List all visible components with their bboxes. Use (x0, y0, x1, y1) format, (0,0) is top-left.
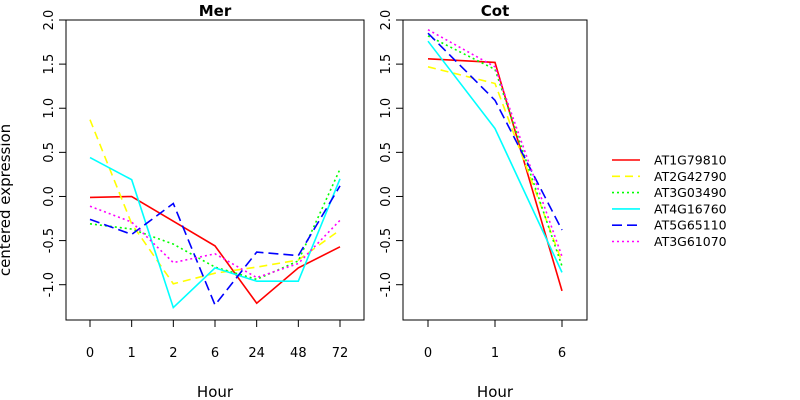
y-tick-label: -1.0 (379, 272, 394, 297)
legend-label: AT4G16760 (654, 201, 727, 216)
y-tick-label: 2.0 (379, 10, 394, 31)
x-tick-label: 72 (332, 346, 349, 361)
series-line-at5g65110 (427, 32, 563, 231)
panel-mer: Mer -1.0 -0.5 0.0 0.5 1.0 1.5 2.0 0 1 2 6 24 48 72 Hour (42, 2, 365, 400)
y-tick-label: 1.5 (379, 54, 394, 75)
legend-label: AT2G42790 (654, 169, 727, 184)
panel-title: Mer (199, 2, 232, 20)
x-tick-label: 6 (211, 346, 219, 361)
y-tick-label: 2.0 (42, 10, 57, 31)
y-tick-label: -0.5 (379, 228, 394, 253)
y-tick-label: 0.0 (379, 186, 394, 207)
y-tick-label: 1.0 (379, 98, 394, 119)
x-tick-label: 24 (248, 346, 265, 361)
y-tick-label: -0.5 (42, 228, 57, 253)
x-axis-title: Hour (477, 383, 514, 400)
x-tick-label: 2 (169, 346, 177, 361)
series-line-at3g03490 (427, 35, 563, 267)
y-tick-label: 1.0 (42, 98, 57, 119)
y-tick-label: 0.5 (42, 142, 57, 163)
series-line-at3g61070 (427, 29, 563, 257)
x-tick-label: 1 (128, 346, 136, 361)
x-tick-label: 1 (491, 346, 499, 361)
y-tick-label: 0.5 (379, 142, 394, 163)
y-tick-label: 0.0 (42, 186, 57, 207)
series-line-at4g16760 (427, 40, 563, 273)
x-tick-label: 0 (424, 346, 432, 361)
panel-cot: Cot -1.0 -0.5 0.0 0.5 1.0 1.5 2.0 0 1 6 Hour (379, 2, 588, 400)
legend-label: AT5G65110 (654, 218, 727, 233)
x-tick-label: 0 (86, 346, 94, 361)
y-tick-label: 1.5 (42, 54, 57, 75)
series-line-at3g61070 (89, 205, 341, 279)
y-tick-label: -1.0 (42, 272, 57, 297)
series-line-at3g03490 (89, 168, 341, 281)
x-axis-title: Hour (197, 383, 234, 400)
legend-label: AT3G03490 (654, 185, 727, 200)
series-line-at1g79810 (427, 58, 563, 292)
series-line-at1g79810 (89, 195, 341, 305)
x-tick-label: 48 (290, 346, 307, 361)
legend-label: AT1G79810 (654, 153, 727, 168)
y-axis-title: centered expression (0, 124, 14, 276)
series-line-at2g42790 (89, 119, 341, 285)
legend-label: AT3G61070 (654, 234, 727, 249)
panel-title: Cot (481, 2, 509, 20)
x-tick-label: 6 (558, 346, 566, 361)
series-line-at4g16760 (89, 156, 341, 310)
series-line-at2g42790 (427, 66, 563, 263)
